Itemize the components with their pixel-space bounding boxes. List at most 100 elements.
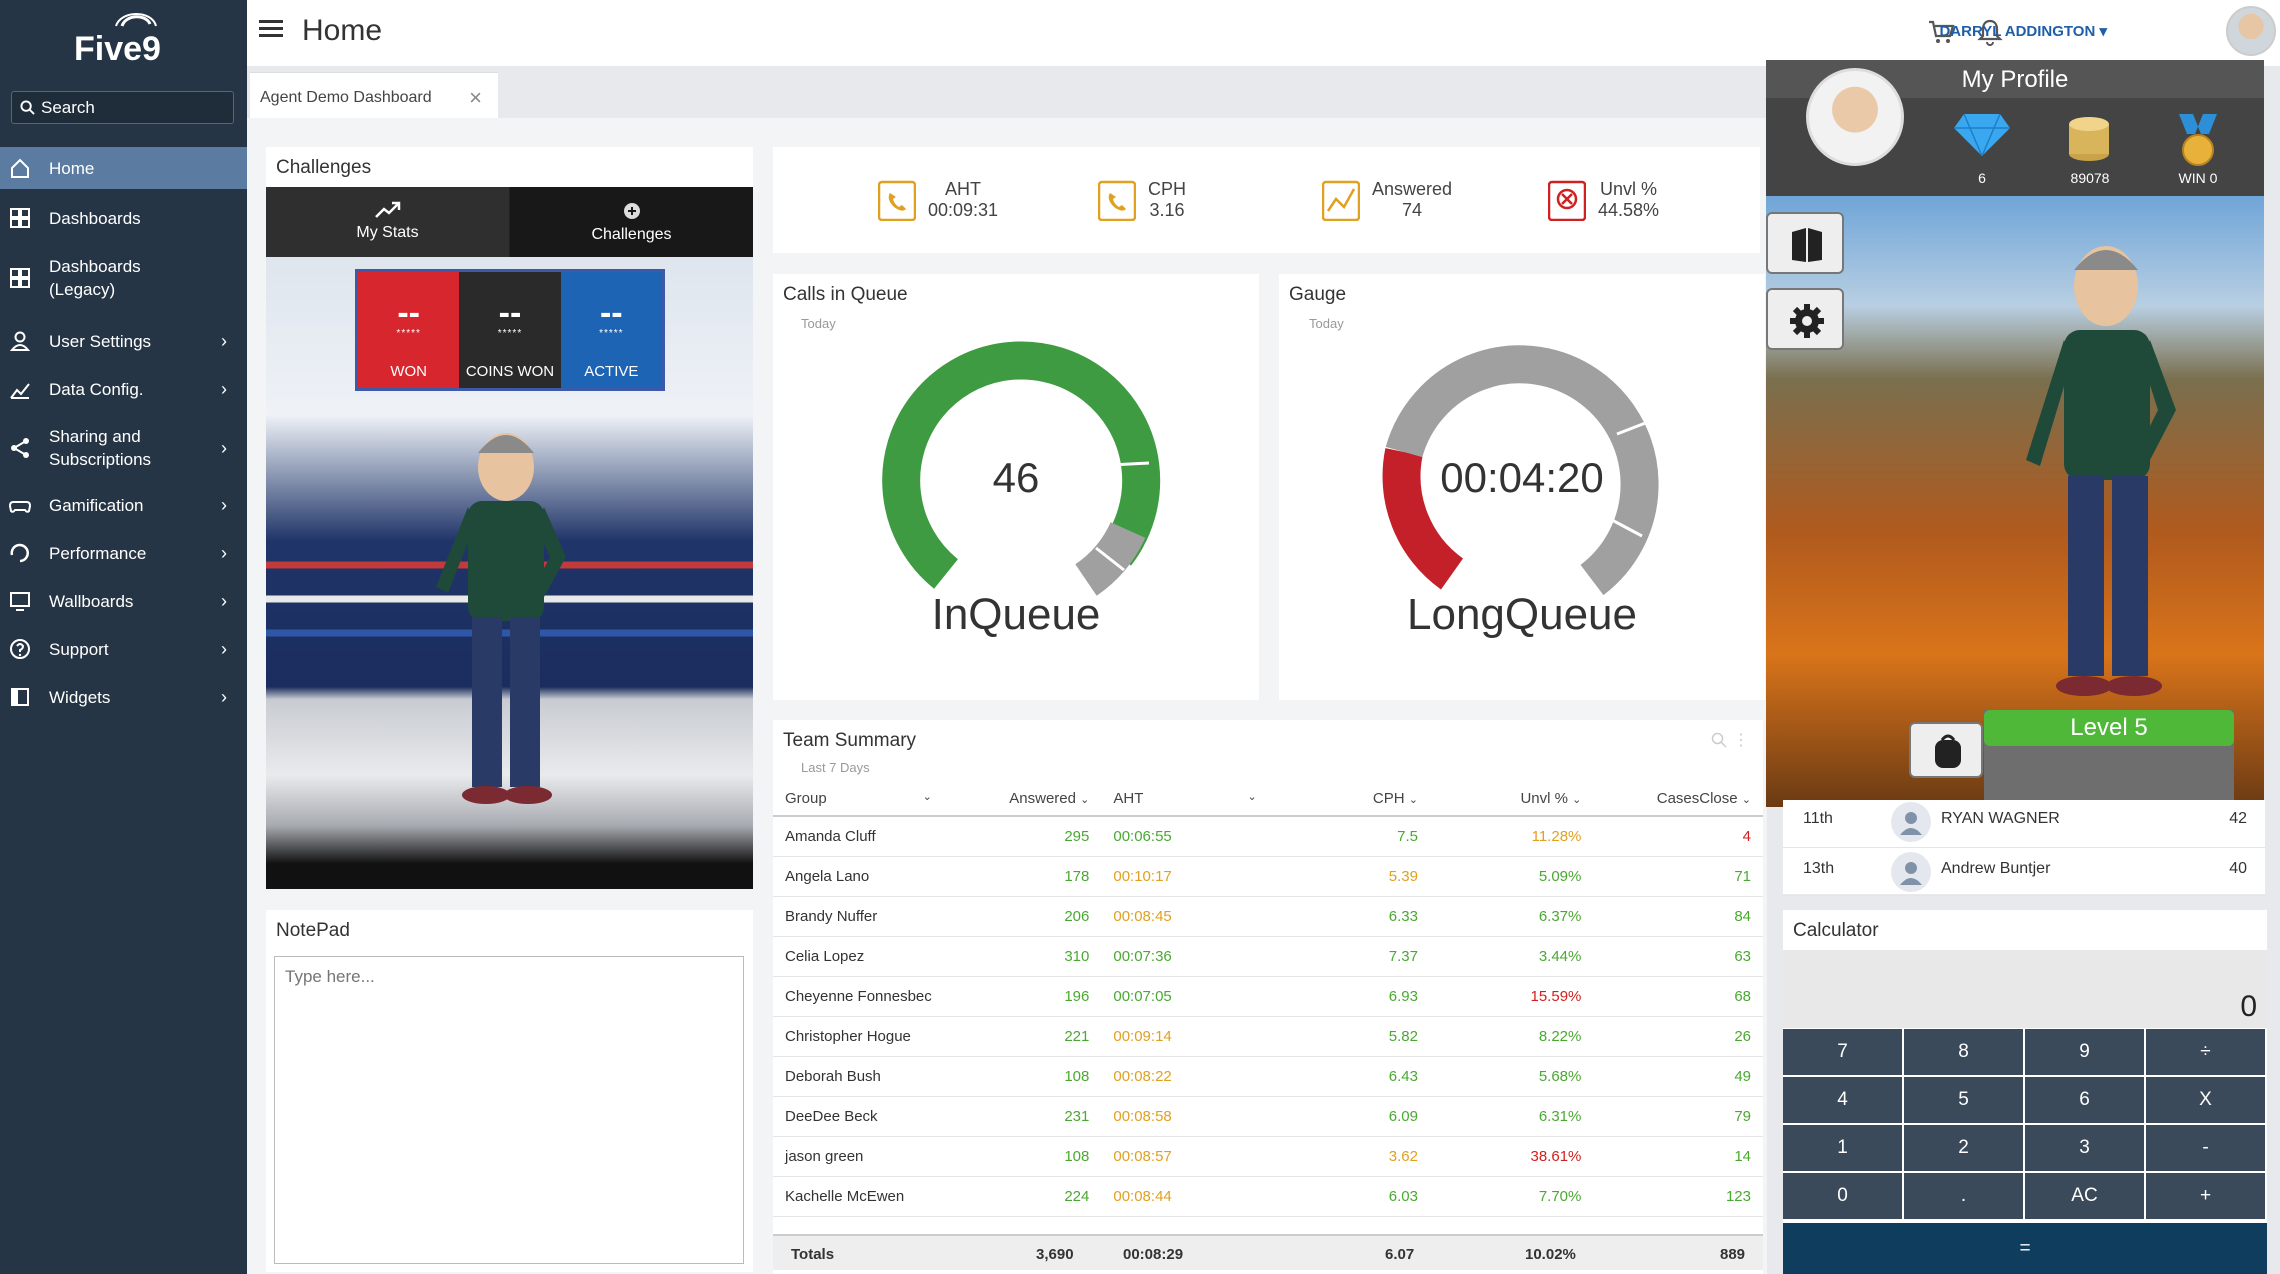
calculator-key[interactable]: AC — [2025, 1173, 2144, 1219]
sidebar-item-label: Dashboards (Legacy) — [49, 257, 141, 299]
cart-icon[interactable] — [1927, 18, 1955, 46]
tab-challenges-label: Challenges — [591, 226, 672, 243]
close-tab-icon[interactable]: × — [469, 85, 482, 110]
tab-my-stats[interactable]: My Stats — [266, 187, 509, 257]
sidebar-item-user-settings[interactable]: User Settings › — [0, 320, 247, 362]
calculator-key[interactable]: 2 — [1904, 1125, 2023, 1171]
gear-icon — [1790, 304, 1824, 338]
sidebar-item-widgets[interactable]: Widgets › — [0, 676, 247, 718]
leaderboard-name: Andrew Buntjer — [1941, 860, 2051, 877]
table-cell: 178 — [943, 856, 1102, 897]
phone-clock-icon — [878, 180, 916, 221]
column-header-cases-close[interactable]: CasesClose ⌄ — [1593, 782, 1763, 817]
stat-answered-value: 74 — [1402, 200, 1423, 220]
table-cell: 00:08:45 — [1101, 896, 1269, 937]
calculator-key[interactable]: 5 — [1904, 1077, 2023, 1123]
coins-won-label: COINS WON — [465, 363, 555, 380]
table-cell: DeeDee Beck — [773, 1096, 944, 1137]
five9-logo[interactable]: Five9 — [70, 12, 180, 70]
calculator-key-equals[interactable]: = — [1783, 1223, 2267, 1274]
table-cell: 68 — [1593, 976, 1763, 1017]
sidebar-item-dashboards[interactable]: Dashboards — [0, 197, 247, 239]
table-cell: 5.09% — [1429, 856, 1594, 897]
calculator-key[interactable]: X — [2146, 1077, 2265, 1123]
won-label: WON — [390, 363, 427, 380]
table-cell: 123 — [1593, 1176, 1763, 1217]
chevron-right-icon: › — [221, 437, 227, 458]
table-header-row: Group ⌄ Answered ⌄ AHT ⌄ CPH ⌄ Unvl % ⌄ … — [773, 782, 1763, 817]
column-header-unvl[interactable]: Unvl % ⌄ — [1429, 782, 1594, 817]
hamburger-menu-icon[interactable] — [259, 18, 285, 40]
settings-button[interactable] — [1766, 288, 1844, 350]
fist-bump-icon — [623, 203, 640, 219]
table-row[interactable]: DeeDee Beck 231 00:08:58 6.09 6.31% 79 — [773, 1096, 1763, 1137]
chevron-right-icon: › — [221, 378, 227, 399]
table-cell: 00:07:05 — [1101, 976, 1269, 1017]
leaderboard-row[interactable]: 11th RYAN WAGNER 42 — [1783, 800, 2265, 848]
calculator-key[interactable]: ÷ — [2146, 1029, 2265, 1075]
sidebar-item-wallboards[interactable]: Wallboards › — [0, 580, 247, 622]
sort-chevron-icon: ⌄ — [922, 791, 932, 803]
table-cell: 206 — [943, 896, 1102, 937]
sidebar: Five9 Search Home Dashboards Dashboards (L… — [0, 0, 247, 1274]
search-icon[interactable] — [1711, 732, 1727, 748]
table-row[interactable]: Christopher Hogue 221 00:09:14 5.82 8.22% 26 — [773, 1016, 1763, 1057]
table-cell: 00:09:14 — [1101, 1016, 1269, 1057]
leaderboard-row[interactable]: 13th Andrew Buntjer 40 — [1783, 848, 2265, 896]
totals-cases: 889 — [1720, 1246, 1746, 1263]
sidebar-item-label: Home — [49, 158, 95, 178]
stat-answered: Answered 74 — [1322, 179, 1452, 221]
notification-bell-icon[interactable] — [1977, 18, 2003, 46]
column-header-aht[interactable]: AHT ⌄ — [1101, 782, 1269, 817]
chevron-right-icon: › — [221, 494, 227, 515]
sidebar-item-sharing-and-subscriptions[interactable]: Sharing and Subscriptions › — [0, 418, 247, 478]
sidebar-item-support[interactable]: Support › — [0, 628, 247, 670]
gems-count: 6 — [1978, 170, 1986, 186]
tab-my-stats-label: My Stats — [356, 224, 419, 241]
sidebar-item-dashboards-legacy[interactable]: Dashboards (Legacy) — [0, 248, 247, 308]
notepad-textarea[interactable] — [274, 956, 744, 1264]
book-button[interactable] — [1766, 212, 1844, 274]
column-header-group[interactable]: Group ⌄ — [773, 782, 944, 817]
sidebar-item-data-config[interactable]: Data Config. › — [0, 368, 247, 410]
table-row[interactable]: Celia Lopez 310 00:07:36 7.37 3.44% 63 — [773, 936, 1763, 977]
tab-agent-demo-dashboard[interactable]: Agent Demo Dashboard × — [250, 72, 498, 118]
table-row[interactable]: Angela Lano 178 00:10:17 5.39 5.09% 71 — [773, 856, 1763, 897]
calculator-key[interactable]: 6 — [2025, 1077, 2144, 1123]
search-input[interactable]: Search — [11, 91, 234, 124]
table-cell: 14 — [1593, 1136, 1763, 1177]
calculator-key[interactable]: 8 — [1904, 1029, 2023, 1075]
sidebar-item-home[interactable]: Home — [0, 147, 247, 189]
tab-challenges[interactable]: Challenges — [510, 187, 753, 257]
user-menu[interactable]: DARRYL ADDINGTON ▾ — [1939, 23, 2107, 40]
table-cell: 5.39 — [1268, 856, 1430, 897]
table-row[interactable]: jason green 108 00:08:57 3.62 38.61% 14 — [773, 1136, 1763, 1177]
notepad-title: NotePad — [276, 920, 350, 941]
calculator-key[interactable]: 4 — [1783, 1077, 1902, 1123]
calculator-key[interactable]: . — [1904, 1173, 2023, 1219]
calculator-key[interactable]: 1 — [1783, 1125, 1902, 1171]
sidebar-item-label: Performance — [49, 543, 147, 563]
sidebar-item-label: Support — [49, 639, 109, 659]
more-options-icon[interactable]: ⋮ — [1733, 732, 1749, 749]
user-avatar[interactable] — [2226, 6, 2276, 56]
calculator-key[interactable]: 3 — [2025, 1125, 2144, 1171]
chevron-right-icon: › — [221, 330, 227, 351]
column-header-cph[interactable]: CPH ⌄ — [1268, 782, 1430, 817]
calculator-key[interactable]: 9 — [2025, 1029, 2144, 1075]
sidebar-item-performance[interactable]: Performance › — [0, 532, 247, 574]
table-row[interactable]: Kachelle McEwen 224 00:08:44 6.03 7.70% 123 — [773, 1176, 1763, 1217]
sort-chevron-icon: ⌄ — [1408, 794, 1418, 806]
calculator-key[interactable]: + — [2146, 1173, 2265, 1219]
table-row[interactable]: Amanda Cluff 295 00:06:55 7.5 11.28% 4 — [773, 816, 1763, 857]
backpack-button[interactable] — [1909, 722, 1983, 778]
table-row[interactable]: Brandy Nuffer 206 00:08:45 6.33 6.37% 84 — [773, 896, 1763, 937]
calculator-key[interactable]: - — [2146, 1125, 2265, 1171]
column-header-answered[interactable]: Answered ⌄ — [943, 782, 1102, 817]
profile-photo[interactable] — [1806, 68, 1904, 166]
sidebar-item-gamification[interactable]: Gamification › — [0, 484, 247, 526]
calculator-key[interactable]: 7 — [1783, 1029, 1902, 1075]
table-row[interactable]: Cheyenne Fonnesbec 196 00:07:05 6.93 15.59% 6… — [773, 976, 1763, 1017]
table-row[interactable]: Deborah Bush 108 00:08:22 6.43 5.68% 49 — [773, 1056, 1763, 1097]
calculator-key[interactable]: 0 — [1783, 1173, 1902, 1219]
